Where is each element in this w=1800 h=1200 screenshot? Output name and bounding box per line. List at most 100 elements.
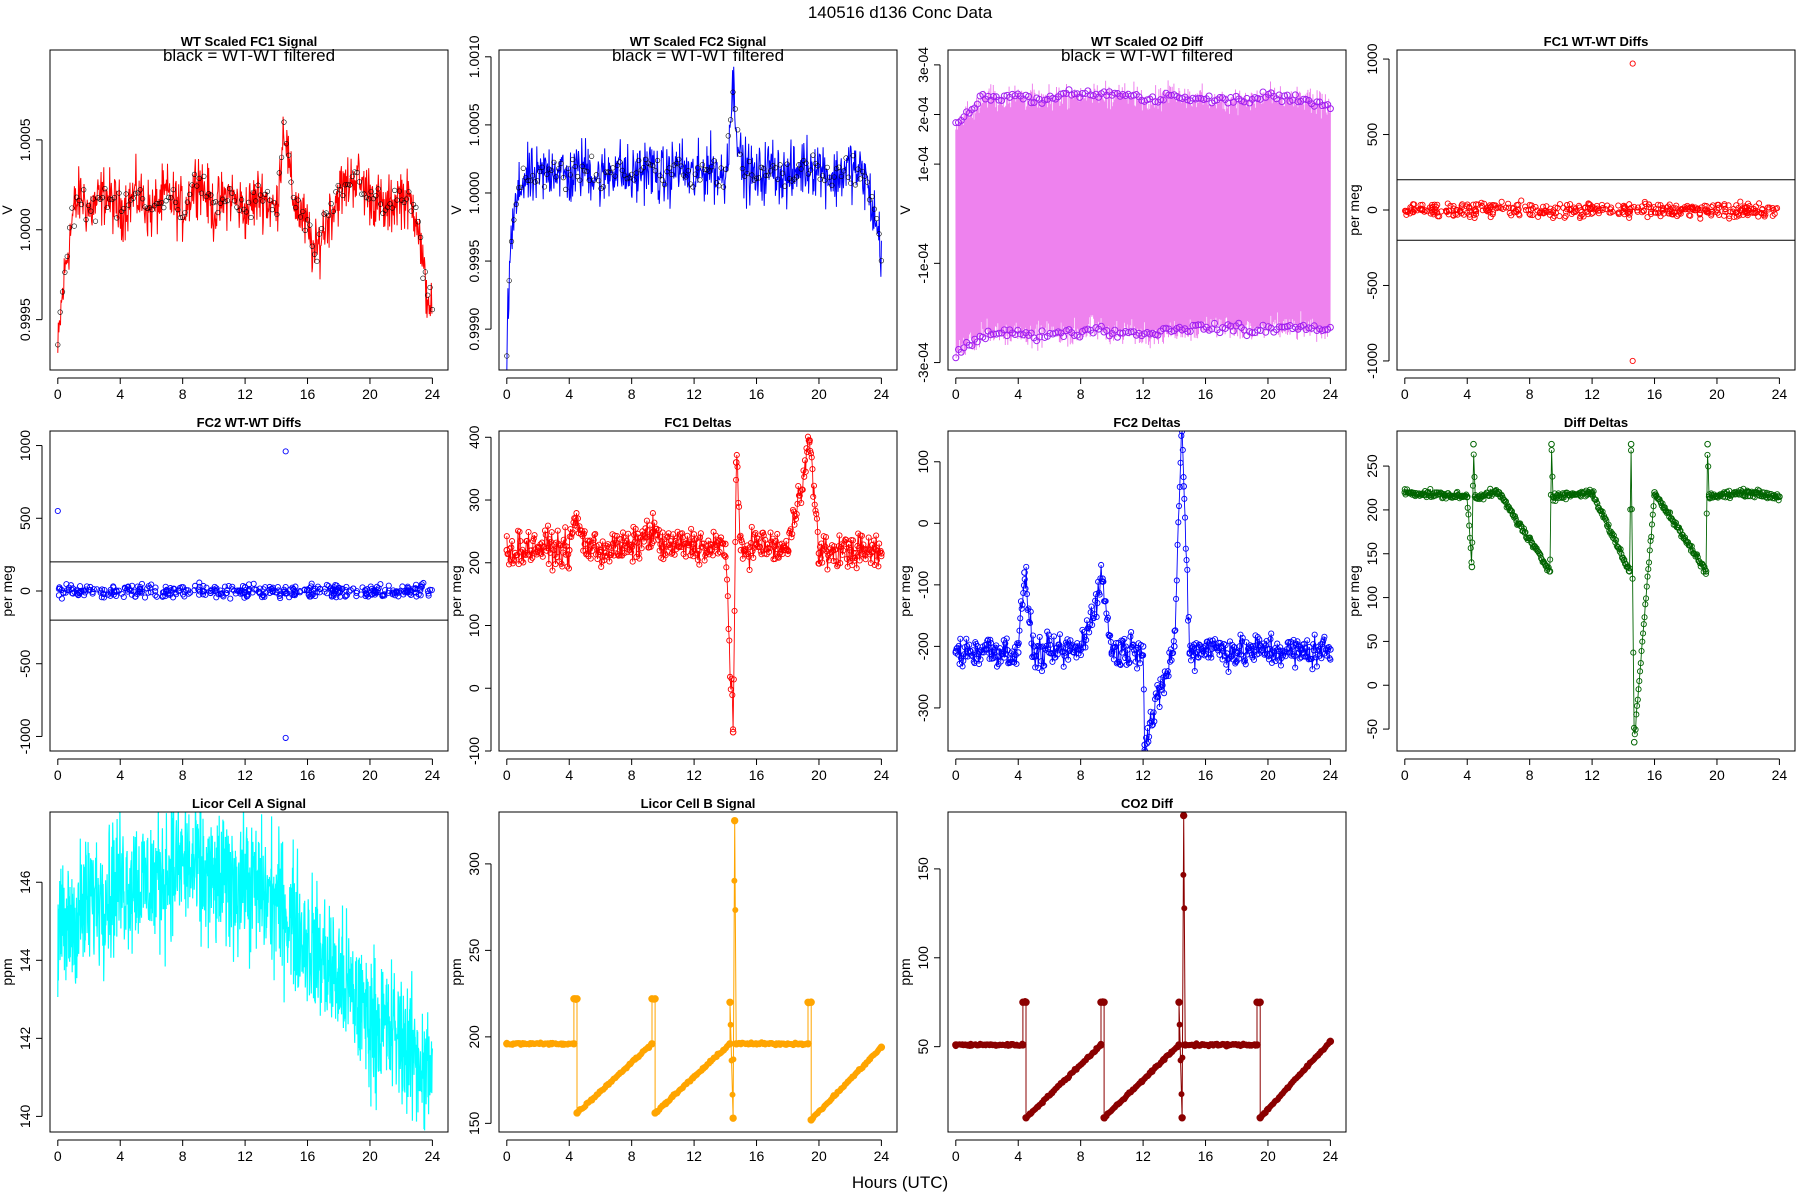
- series-point: [558, 560, 565, 567]
- series-point: [736, 533, 743, 541]
- series-point: [804, 449, 811, 456]
- upper-point: [1326, 105, 1334, 113]
- series-point: [1295, 643, 1302, 650]
- x-tick-label: 8: [628, 386, 636, 402]
- lower-point: [1076, 333, 1084, 341]
- filtered-point: [170, 187, 176, 193]
- filtered-point: [730, 89, 736, 95]
- diff-point: [362, 592, 369, 600]
- diff-point: [1607, 209, 1614, 216]
- filtered-point: [316, 231, 322, 237]
- filtered-point: [527, 178, 533, 184]
- diff-point: [118, 590, 125, 597]
- diff-point: [65, 587, 72, 594]
- series-point: [1327, 656, 1334, 663]
- lower-point: [1111, 326, 1119, 334]
- data-point: [1327, 646, 1334, 653]
- filtered-point: [55, 342, 61, 348]
- diff-point: [308, 583, 315, 590]
- series-point: [812, 507, 819, 514]
- diff-point: [1615, 202, 1622, 209]
- x-tick-label: 12: [686, 767, 702, 783]
- series-point: [1140, 686, 1147, 693]
- diff-point: [128, 591, 135, 598]
- series-point: [691, 537, 698, 544]
- series-point: [1104, 614, 1111, 621]
- filtered-point: [66, 225, 73, 231]
- plot-area: [55, 116, 435, 353]
- diff-point: [1670, 205, 1677, 212]
- x-tick-label: 8: [1077, 767, 1085, 783]
- diff-point: [63, 581, 70, 588]
- series-point: [612, 545, 619, 552]
- upper-point: [1283, 91, 1291, 99]
- filtered-point: [274, 211, 280, 218]
- lower-point: [1278, 323, 1286, 331]
- plot-area: [503, 816, 886, 1124]
- diff-point: [312, 592, 319, 600]
- series-point: [678, 543, 685, 551]
- filtered-point: [102, 186, 108, 192]
- diff-point: [1678, 205, 1685, 212]
- upper-point: [1278, 98, 1286, 106]
- series-point: [1015, 640, 1022, 647]
- filtered-point: [697, 177, 703, 183]
- data-point: [1468, 563, 1476, 571]
- filtered-point: [652, 168, 658, 174]
- filtered-point: [504, 353, 510, 359]
- diff-point: [1572, 205, 1579, 212]
- diff-point: [1682, 206, 1689, 213]
- series-point: [725, 625, 732, 633]
- filtered-point: [78, 201, 84, 208]
- diff-point: [1518, 197, 1525, 204]
- diff-point: [165, 588, 172, 595]
- series-point: [569, 529, 576, 536]
- series-point: [679, 530, 686, 537]
- lower-point: [1326, 323, 1334, 331]
- diff-point: [1549, 214, 1557, 222]
- series-point: [1029, 632, 1037, 639]
- series-point: [651, 519, 658, 526]
- panel-title: Diff Deltas: [1564, 415, 1628, 430]
- plot-frame: [49, 430, 449, 752]
- series-point: [1096, 591, 1103, 598]
- panel-annotation: black = WT-WT filtered: [163, 46, 335, 65]
- x-tick-label: 16: [1198, 767, 1214, 783]
- series-point: [1629, 575, 1636, 582]
- lower-point: [1060, 333, 1068, 341]
- series-point: [735, 503, 743, 510]
- series-point: [1176, 1021, 1183, 1028]
- series-point: [1282, 653, 1289, 660]
- diff-point: [1626, 211, 1633, 218]
- figure-xlabel: Hours (UTC): [852, 1173, 948, 1192]
- diff-point: [225, 582, 232, 590]
- filtered-point: [224, 198, 231, 204]
- filtered-point: [389, 205, 395, 211]
- series-point: [1022, 585, 1029, 592]
- series-point: [789, 530, 796, 538]
- series-point: [689, 544, 696, 551]
- upper-point: [1159, 96, 1167, 104]
- filtered-point: [375, 186, 381, 192]
- series-point: [1006, 659, 1013, 666]
- series-point: [565, 551, 572, 558]
- series-point: [1243, 639, 1250, 646]
- diff-point: [272, 589, 279, 596]
- series-point: [662, 552, 669, 559]
- y-tick-label: 100: [466, 614, 482, 638]
- diff-point: [1725, 202, 1732, 209]
- data-point: [659, 543, 667, 551]
- series-point: [1283, 648, 1290, 655]
- data-point: [784, 546, 792, 554]
- lower-point: [995, 329, 1003, 337]
- filtered-point: [406, 189, 412, 195]
- filtered-point: [255, 182, 261, 188]
- diff-point: [1588, 210, 1595, 217]
- x-tick-label: 16: [1198, 1148, 1214, 1164]
- filtered-point: [869, 194, 875, 200]
- y-tick-label: 144: [17, 948, 33, 972]
- diff-point: [113, 587, 120, 594]
- filtered-point: [831, 174, 837, 180]
- filtered-point: [647, 162, 654, 168]
- series-point: [774, 530, 781, 538]
